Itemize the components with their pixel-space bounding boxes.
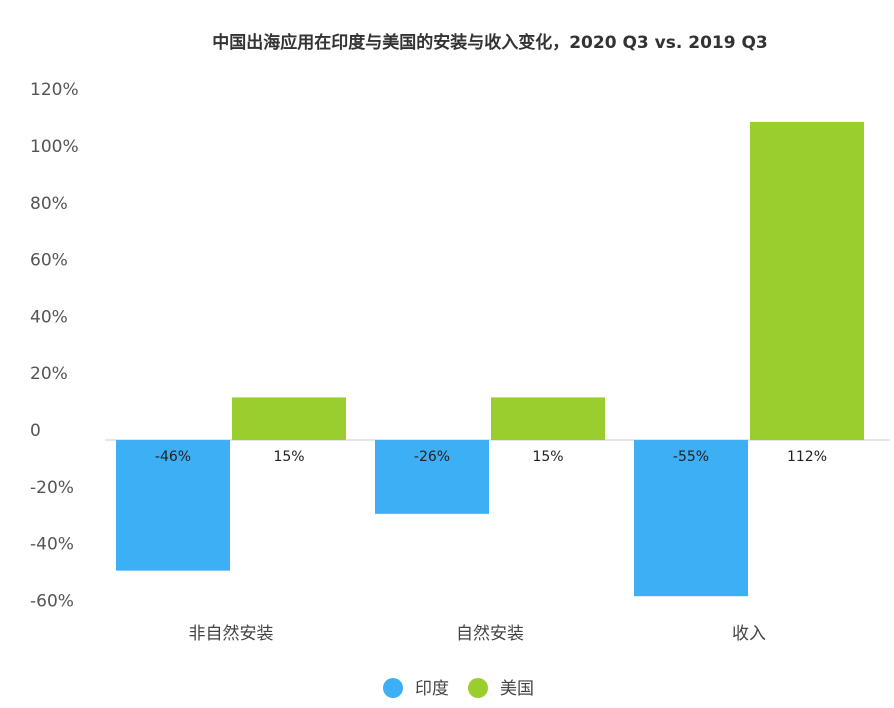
y-tick-label: 20% xyxy=(30,364,68,384)
y-tick-label: 40% xyxy=(30,307,68,327)
data-label: -55% xyxy=(673,449,709,465)
x-tick-label: 收入 xyxy=(732,624,766,644)
y-tick-label: 0 xyxy=(30,421,41,441)
y-tick-label: 80% xyxy=(30,194,68,214)
data-label: 15% xyxy=(532,449,563,465)
bar-印度-非自然安装 xyxy=(116,440,230,571)
legend-marker xyxy=(383,678,403,698)
legend-label: 印度 xyxy=(415,679,449,699)
data-label: -26% xyxy=(414,449,450,465)
y-tick-label: -60% xyxy=(30,591,74,611)
y-tick-label: -20% xyxy=(30,478,74,498)
data-label: 15% xyxy=(273,449,304,465)
y-tick-label: 60% xyxy=(30,251,68,271)
y-tick-label: 120% xyxy=(30,80,79,100)
x-tick-label: 非自然安装 xyxy=(189,624,274,644)
y-axis: 120% 100% 80% 60% 40% 20% 0 -20% -40% -60% xyxy=(30,80,79,611)
data-label: 112% xyxy=(787,449,827,465)
legend: 印度 美国 xyxy=(383,678,534,699)
bar-印度-自然安装 xyxy=(375,440,489,514)
bar-美国-收入 xyxy=(750,121,864,441)
chart-title: 中国出海应用在印度与美国的安装与收入变化，2020 Q3 vs. 2019 Q3 xyxy=(212,32,768,53)
bar-印度-收入 xyxy=(634,440,748,597)
legend-label: 美国 xyxy=(500,679,534,699)
data-label: -46% xyxy=(155,449,191,465)
y-tick-label: -40% xyxy=(30,535,74,555)
y-tick-label: 100% xyxy=(30,137,79,157)
x-axis: 非自然安装 自然安装 收入 xyxy=(189,624,767,644)
x-tick-label: 自然安装 xyxy=(456,624,524,644)
legend-marker xyxy=(468,678,488,698)
bar-美国-自然安装 xyxy=(491,397,605,440)
bars: -46% -26% -55% 15% 15% 112% xyxy=(116,121,864,597)
bar-美国-非自然安装 xyxy=(232,397,346,440)
